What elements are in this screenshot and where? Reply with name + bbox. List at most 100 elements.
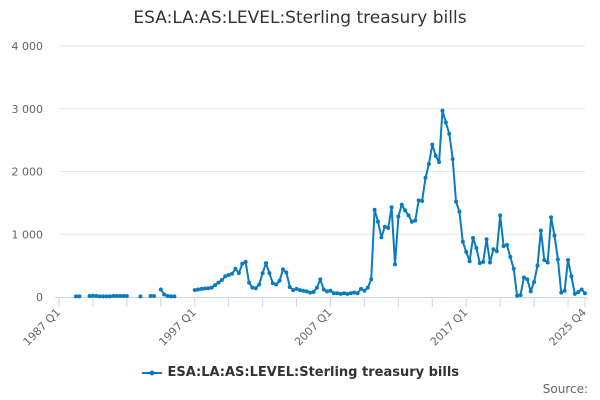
- data-point: [515, 293, 520, 298]
- data-point: [382, 224, 387, 229]
- chart-title: ESA:LA:AS:LEVEL:Sterling treasury bills: [133, 8, 467, 28]
- data-point: [104, 294, 109, 299]
- data-point: [501, 244, 506, 249]
- data-point: [240, 261, 245, 266]
- data-point: [97, 294, 102, 299]
- data-point: [535, 263, 540, 268]
- data-point: [230, 271, 235, 276]
- data-point: [196, 287, 201, 292]
- data-point: [426, 161, 431, 166]
- data-point: [423, 175, 428, 180]
- data-point: [352, 290, 357, 295]
- data-point: [518, 293, 523, 298]
- data-point: [158, 287, 163, 292]
- data-point: [114, 294, 119, 299]
- data-point: [297, 288, 302, 293]
- data-point: [467, 259, 472, 264]
- x-tick-label: 1987 Q1: [21, 306, 64, 349]
- data-point: [138, 294, 143, 299]
- legend[interactable]: ESA:LA:AS:LEVEL:Sterling treasury bills: [0, 365, 600, 380]
- data-point: [443, 120, 448, 125]
- data-point: [379, 235, 384, 240]
- data-point: [487, 260, 492, 265]
- data-point: [572, 291, 577, 296]
- data-point: [359, 286, 364, 291]
- data-point: [484, 237, 489, 242]
- data-point: [504, 242, 509, 247]
- data-point: [219, 278, 224, 283]
- data-point: [355, 291, 360, 296]
- data-point: [236, 271, 241, 276]
- data-point: [331, 291, 336, 296]
- data-point: [304, 289, 309, 294]
- data-point: [511, 266, 516, 271]
- data-point: [552, 233, 557, 238]
- data-point: [464, 249, 469, 254]
- data-point: [152, 294, 157, 299]
- data-point: [528, 289, 533, 294]
- data-point: [386, 225, 391, 230]
- data-point: [284, 270, 289, 275]
- data-point: [498, 213, 503, 218]
- data-point: [314, 285, 319, 290]
- data-point: [257, 282, 262, 287]
- data-point: [569, 274, 574, 279]
- data-point: [247, 280, 252, 285]
- data-point: [294, 286, 299, 291]
- data-point: [124, 294, 129, 299]
- data-point: [369, 277, 374, 282]
- data-point: [406, 213, 411, 218]
- data-point: [389, 205, 394, 210]
- data-point: [447, 131, 452, 136]
- data-point: [559, 290, 564, 295]
- y-tick-label: 0: [36, 291, 43, 304]
- data-point: [267, 271, 272, 276]
- data-point: [576, 289, 581, 294]
- data-point: [172, 294, 177, 299]
- data-point: [454, 199, 459, 204]
- data-point: [372, 207, 377, 212]
- data-point: [474, 246, 479, 251]
- data-point: [430, 142, 435, 147]
- data-point: [362, 288, 367, 293]
- data-point: [213, 283, 218, 288]
- data-point: [481, 259, 486, 264]
- data-point: [399, 202, 404, 207]
- data-point: [168, 294, 173, 299]
- data-point: [264, 261, 269, 266]
- data-point: [216, 280, 221, 285]
- data-point: [101, 294, 106, 299]
- data-point: [311, 289, 316, 294]
- data-point: [165, 294, 170, 299]
- data-point: [308, 290, 313, 295]
- data-point: [538, 228, 543, 233]
- data-point: [525, 277, 530, 282]
- data-point: [338, 291, 343, 296]
- data-point: [460, 239, 465, 244]
- data-point: [291, 288, 296, 293]
- data-point: [107, 294, 112, 299]
- series-line: [194, 109, 586, 297]
- data-point: [437, 160, 442, 165]
- data-point: [90, 293, 95, 298]
- data-point: [471, 236, 476, 241]
- data-point: [542, 257, 547, 262]
- x-tick-label: 2017 Q1: [428, 306, 471, 349]
- data-point: [73, 294, 78, 299]
- legend-label: ESA:LA:AS:LEVEL:Sterling treasury bills: [167, 365, 460, 380]
- data-point: [491, 247, 496, 252]
- data-point: [318, 277, 323, 282]
- data-point: [202, 286, 207, 291]
- data-point: [226, 273, 231, 278]
- data-point: [562, 288, 567, 293]
- data-point: [206, 286, 211, 291]
- data-point: [77, 294, 82, 299]
- data-point: [223, 274, 228, 279]
- data-point: [450, 156, 455, 161]
- data-point: [508, 254, 513, 259]
- data-point: [253, 286, 258, 291]
- data-point: [342, 291, 347, 296]
- data-point: [545, 260, 550, 265]
- data-point: [274, 282, 279, 287]
